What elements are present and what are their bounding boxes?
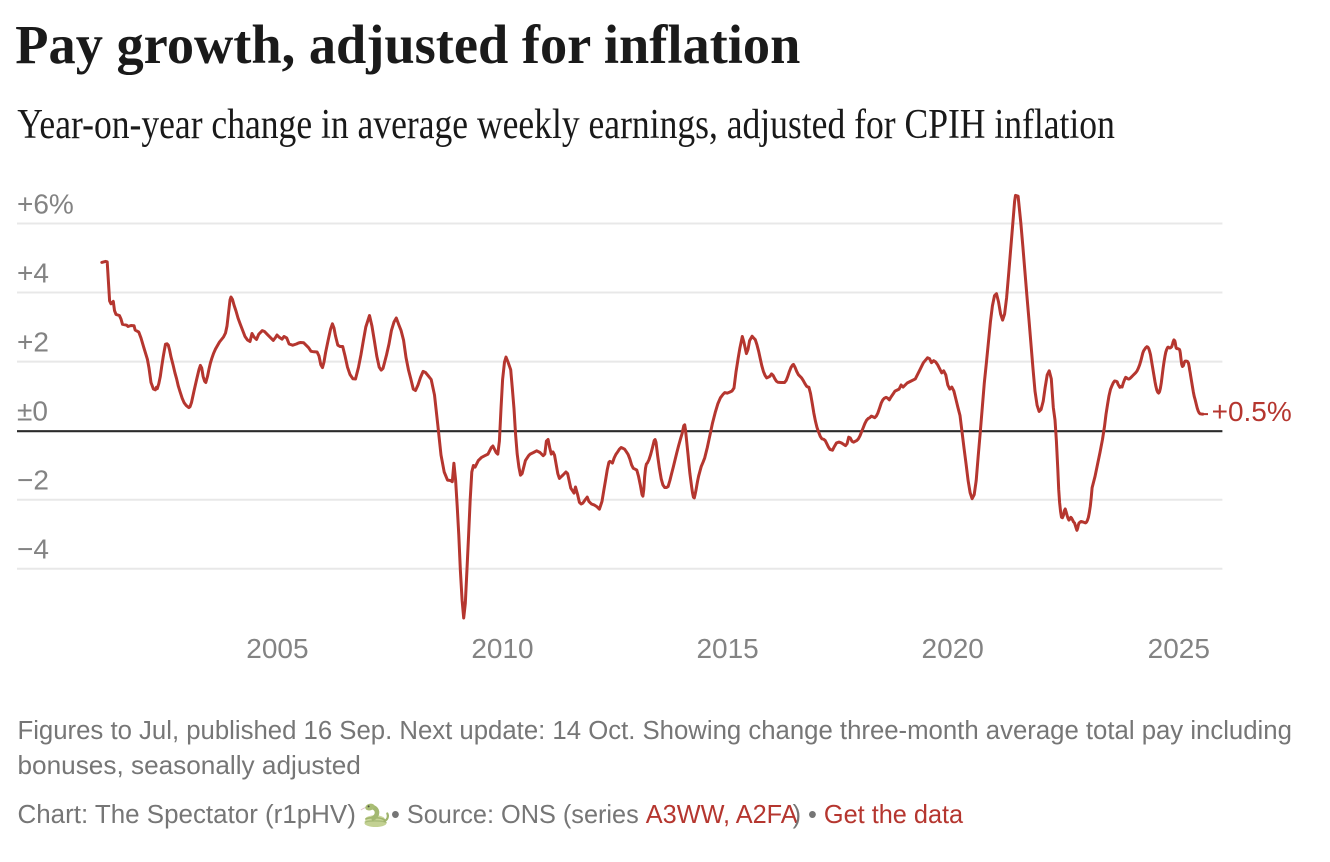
svg-text:2020: 2020 (922, 633, 984, 664)
svg-text:±0: ±0 (17, 396, 48, 427)
svg-text:+2: +2 (17, 327, 49, 358)
svg-text:2010: 2010 (471, 633, 533, 664)
svg-text:2025: 2025 (1148, 633, 1210, 664)
svg-text:Year-on-year change in average: Year-on-year change in average weekly ea… (17, 101, 1115, 148)
svg-text:+6%: +6% (17, 189, 74, 220)
svg-text:Chart: The Spectator (r1pHV): Chart: The Spectator (r1pHV) (18, 799, 356, 829)
svg-text:• Source: ONS (series A3WW, A2: • Source: ONS (series A3WW, A2FA) • Get … (391, 801, 964, 829)
svg-text:Figures to Jul, published 16 S: Figures to Jul, published 16 Sep. Next u… (18, 717, 1292, 745)
svg-text:−4: −4 (17, 534, 49, 565)
svg-text:Pay growth, adjusted for infla: Pay growth, adjusted for inflation (15, 14, 800, 76)
svg-text:2015: 2015 (696, 633, 758, 664)
svg-text:−2: −2 (17, 465, 49, 496)
svg-text:2005: 2005 (246, 633, 308, 664)
svg-text:+0.5%: +0.5% (1212, 396, 1292, 427)
svg-text:bonuses, seasonally adjusted: bonuses, seasonally adjusted (18, 750, 361, 780)
svg-text:+4: +4 (17, 258, 49, 289)
